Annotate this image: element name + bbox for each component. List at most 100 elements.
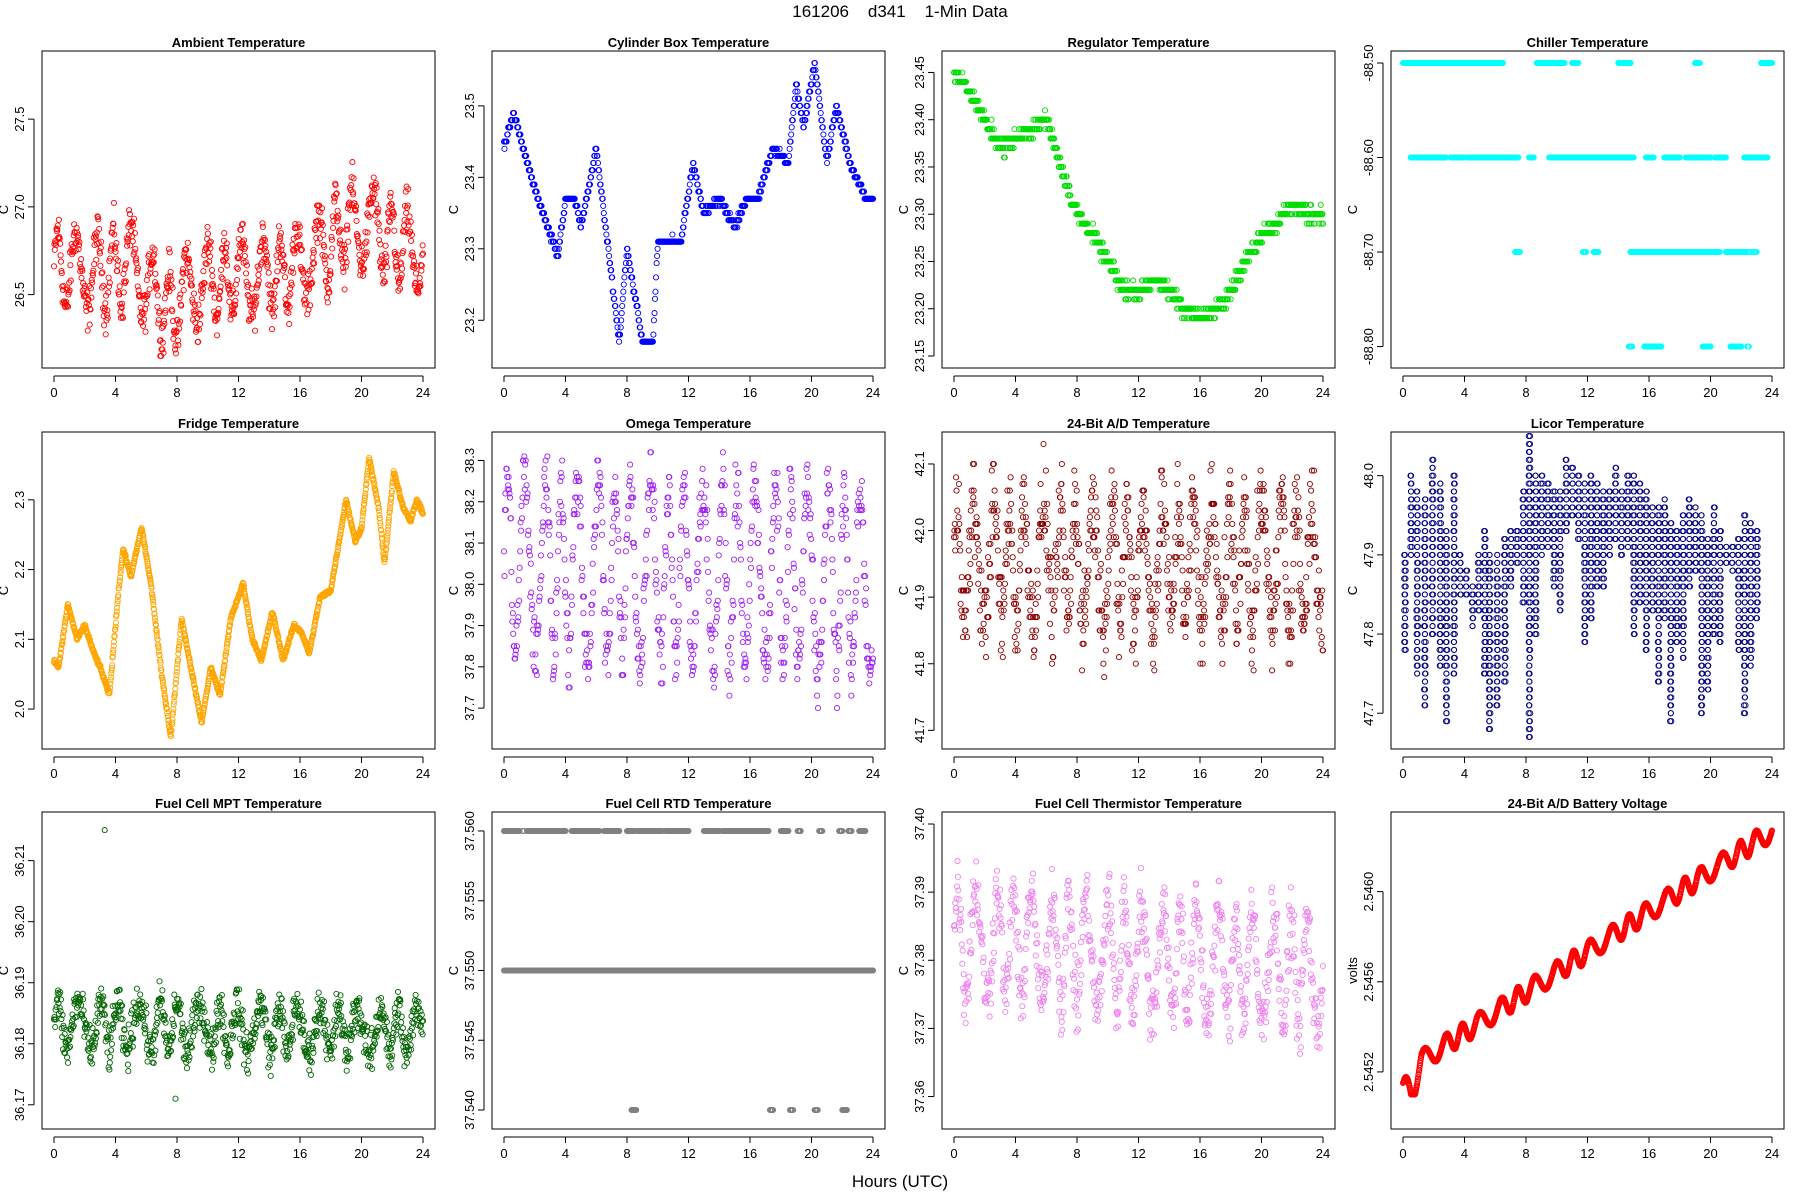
- y-tick-label: -88.80: [1361, 328, 1376, 365]
- data-point: [222, 244, 230, 251]
- data-point: [302, 289, 310, 296]
- data-point: [366, 213, 373, 220]
- data-point: [243, 270, 250, 277]
- data-point: [341, 286, 348, 293]
- data-point: [84, 289, 91, 296]
- data-point: [364, 212, 372, 219]
- data-point: [828, 131, 835, 138]
- data-point: [162, 307, 169, 314]
- data-point: [57, 252, 64, 259]
- data-point: [189, 296, 196, 303]
- data-point: [254, 281, 262, 288]
- data-point: [233, 290, 240, 297]
- data-point: [195, 301, 202, 308]
- y-tick-label: -88.70: [1361, 234, 1376, 271]
- data-point: [54, 226, 61, 233]
- data-point: [172, 346, 179, 353]
- data-point: [84, 327, 91, 334]
- data-point: [310, 249, 317, 256]
- x-tick-label: 8: [173, 385, 180, 400]
- data-point: [399, 265, 406, 272]
- data-point: [197, 321, 204, 328]
- x-tick-label: 24: [416, 766, 430, 781]
- data-point: [262, 255, 269, 262]
- data-point: [251, 293, 258, 300]
- data-point: [221, 230, 228, 237]
- data-point: [78, 274, 85, 281]
- data-point: [168, 276, 175, 283]
- data-point: [619, 302, 626, 310]
- data-point: [236, 248, 243, 255]
- data-point: [271, 290, 278, 297]
- data-point: [321, 253, 328, 260]
- data-point: [165, 245, 172, 252]
- x-tick-label: 16: [1193, 385, 1207, 400]
- y-tick-label: 2.3: [12, 491, 27, 509]
- data-point: [651, 310, 658, 317]
- x-tick-label: 8: [623, 385, 630, 400]
- data-point: [218, 274, 225, 281]
- data-point: [387, 193, 394, 200]
- data-point: [363, 249, 370, 256]
- data-point: [123, 235, 130, 242]
- data-point: [307, 276, 314, 283]
- chart-title: Ambient Temperature: [172, 35, 305, 50]
- x-tick-label: 24: [416, 385, 430, 400]
- data-point: [200, 268, 207, 275]
- data-point: [333, 190, 340, 197]
- data-point: [55, 216, 62, 223]
- data-point: [261, 245, 268, 252]
- data-point: [135, 264, 142, 272]
- data-point: [196, 311, 203, 318]
- data-point: [276, 233, 283, 240]
- data-point: [790, 109, 797, 117]
- data-point: [339, 246, 346, 253]
- data-point: [159, 346, 166, 353]
- data-point: [105, 274, 112, 281]
- data-point: [231, 302, 239, 309]
- data-point: [305, 270, 312, 278]
- data-point: [195, 338, 202, 345]
- data-point: [381, 278, 388, 285]
- y-axis: -88.80-88.70-88.60-88.50: [1361, 45, 1384, 365]
- data-point: [620, 281, 627, 288]
- data-point: [263, 252, 271, 259]
- data-point: [119, 300, 126, 307]
- data-point: [605, 245, 612, 252]
- data-point: [121, 266, 128, 273]
- data-point: [131, 229, 138, 237]
- data-point: [242, 244, 249, 251]
- data-point: [290, 269, 297, 276]
- data-point: [305, 286, 312, 293]
- y-axis-label: C: [0, 205, 11, 214]
- data-point: [65, 291, 72, 298]
- y-tick-label: 23.20: [912, 292, 927, 325]
- data-point: [291, 250, 298, 257]
- data-point: [179, 278, 186, 285]
- data-point: [362, 252, 369, 259]
- data-point: [508, 568, 515, 575]
- data-point: [232, 297, 239, 304]
- data-point: [107, 255, 114, 262]
- x-tick-label: 16: [743, 385, 757, 400]
- data-point: [153, 281, 160, 288]
- data-point: [78, 256, 85, 263]
- data-point: [160, 349, 167, 356]
- data-point: [93, 256, 100, 263]
- data-point: [341, 241, 348, 248]
- data-point: [150, 252, 157, 259]
- chart-title: Cylinder Box Temperature: [608, 35, 770, 50]
- data-point: [375, 206, 382, 213]
- x-tick-label: 20: [804, 385, 818, 400]
- data-points: [500, 59, 877, 345]
- chart-title: Chiller Temperature: [1527, 35, 1649, 50]
- data-point: [253, 284, 260, 291]
- data-point: [140, 322, 147, 329]
- data-point: [96, 225, 103, 232]
- data-point: [274, 268, 281, 275]
- data-point: [269, 297, 276, 304]
- data-point: [326, 272, 333, 279]
- data-point: [600, 210, 607, 217]
